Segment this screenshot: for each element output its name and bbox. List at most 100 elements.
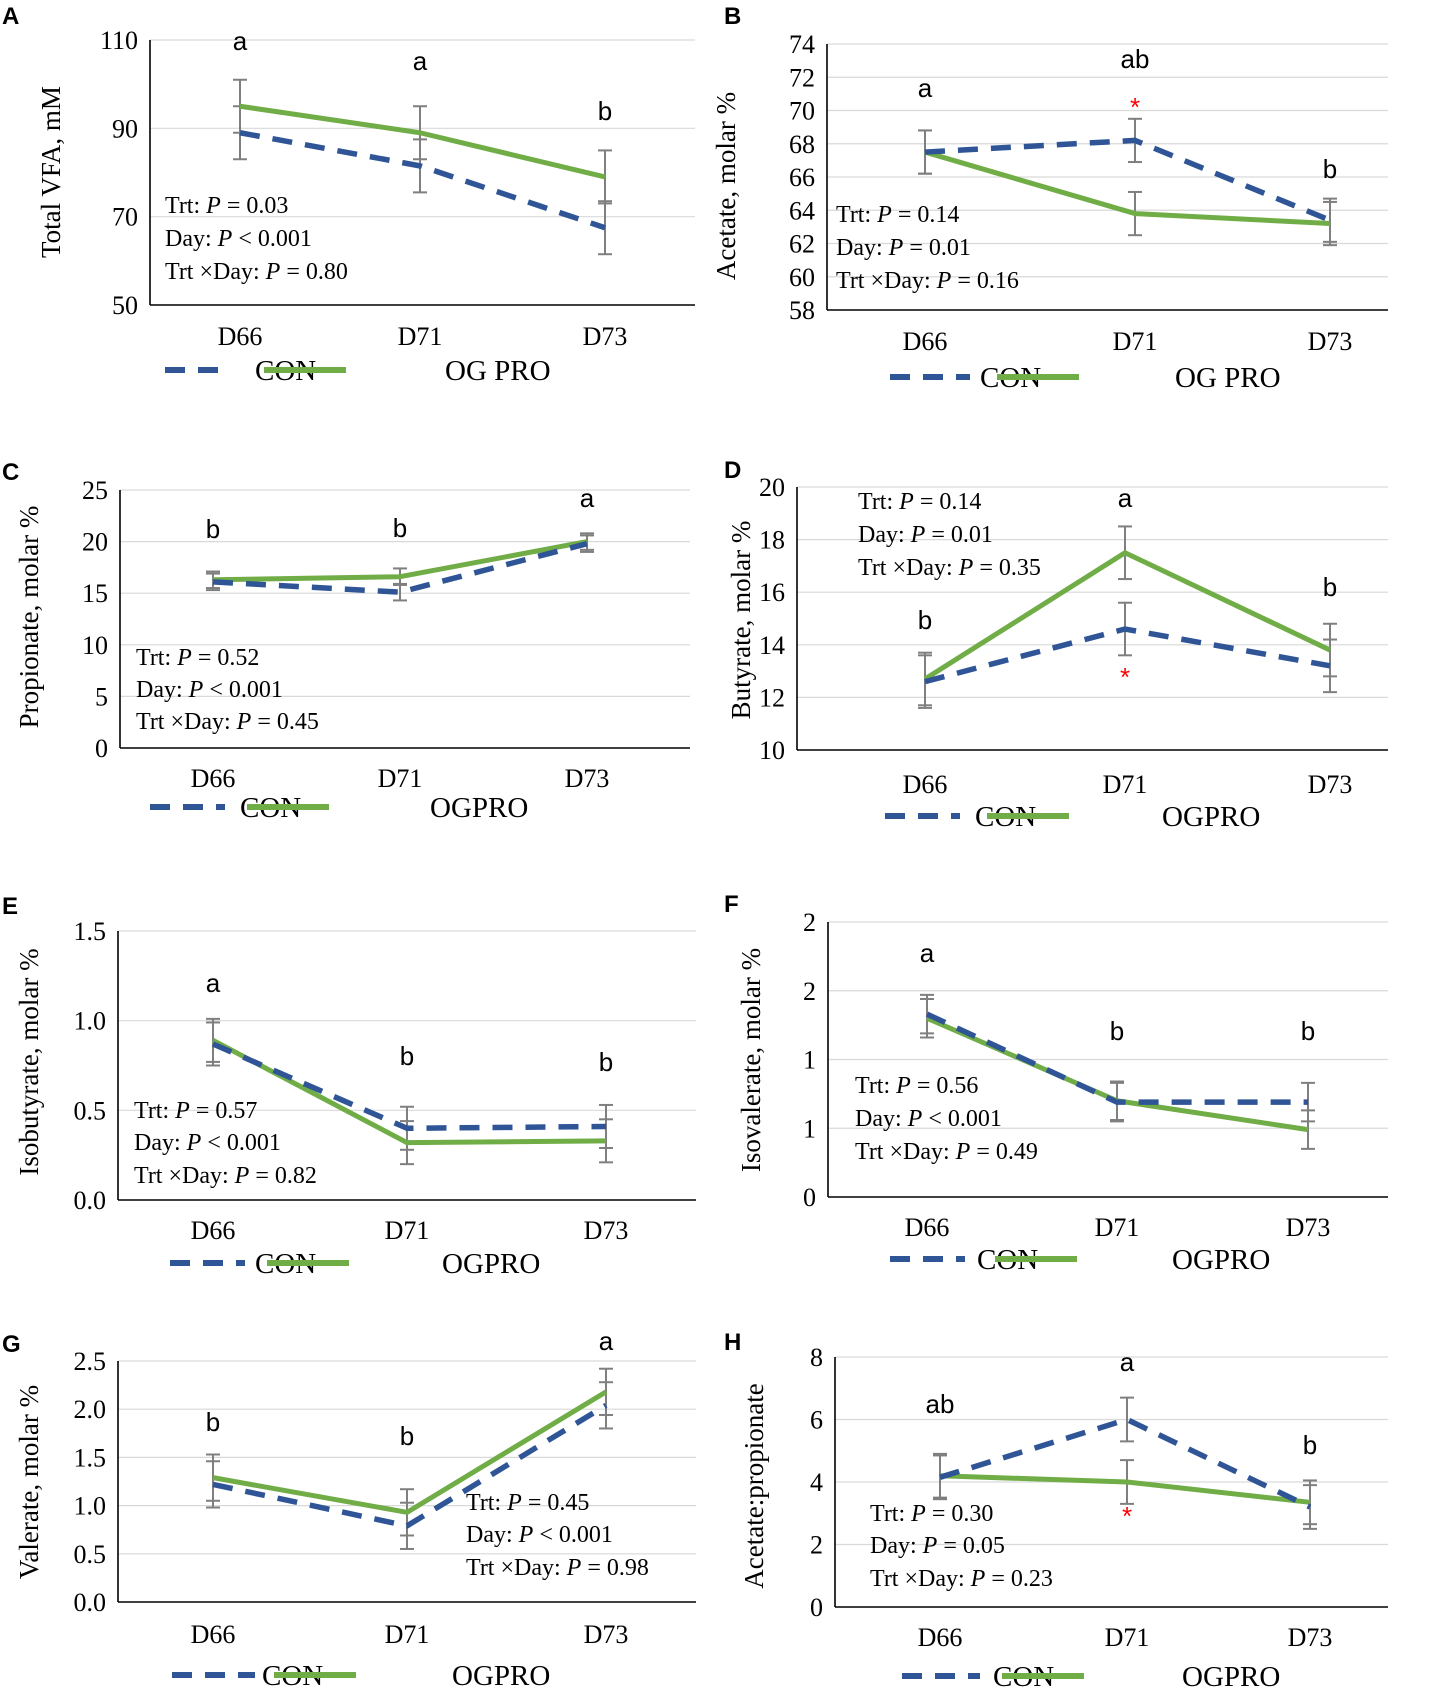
legend-label-ogpro: OG PRO <box>1175 362 1281 394</box>
significance-letter: a <box>413 46 428 76</box>
series-line-con <box>212 541 588 595</box>
stat-line: Trt ×Day: P = 0.23 <box>870 1566 1053 1592</box>
stat-line: Trt: P = 0.14 <box>858 489 981 515</box>
y-tick-label: 14 <box>759 631 785 660</box>
significance-letter: b <box>400 1421 414 1451</box>
stat-value: = 0.56 <box>911 1073 979 1099</box>
x-tick-label: D73 <box>1308 770 1353 799</box>
stat-label: Trt: <box>466 1490 507 1516</box>
significance-letter: a <box>1120 1347 1135 1377</box>
y-axis-label: Isovalerate, molar % <box>736 948 766 1172</box>
stat-p-symbol: P <box>888 235 904 261</box>
stat-label: Trt: <box>165 193 206 219</box>
y-tick-label: 12 <box>759 683 785 712</box>
stat-line: Trt: P = 0.45 <box>466 1490 589 1516</box>
legend-label-ogpro: OGPRO <box>1172 1244 1270 1276</box>
panel-label: E <box>2 893 18 920</box>
y-tick-label: 1.5 <box>74 1443 107 1472</box>
significance-letter: b <box>1110 1016 1124 1046</box>
panel-a: A 50 70 90 110 Total VFA, mM D66 D71 D73 a a b Trt: … <box>2 3 695 387</box>
y-tick-label: 16 <box>759 578 785 607</box>
stat-line: Trt ×Day: P = 0.49 <box>855 1139 1038 1165</box>
stat-label: Trt: <box>870 1501 911 1527</box>
significance-letter: b <box>393 513 407 543</box>
stat-line: Trt ×Day: P = 0.98 <box>466 1555 649 1581</box>
y-tick-label: 0.0 <box>74 1588 107 1617</box>
y-tick-label: 2 <box>803 977 816 1006</box>
series-line-con <box>212 1402 608 1529</box>
stat-value: = 0.57 <box>190 1098 258 1124</box>
y-tick-label: 0 <box>803 1183 816 1212</box>
stat-label: Day: <box>136 677 189 703</box>
x-tick-label: D66 <box>903 327 948 356</box>
significance-letter: b <box>400 1041 414 1071</box>
stat-label: Trt ×Day: <box>136 709 237 735</box>
stat-line: Day: P < 0.001 <box>136 677 283 703</box>
panel-label: H <box>724 1329 741 1356</box>
stat-label: Trt: <box>136 645 177 671</box>
stat-p-symbol: P <box>895 1073 911 1099</box>
y-tick-label: 74 <box>789 30 815 59</box>
stat-value: = 0.82 <box>249 1163 317 1189</box>
panel-b: B 58 60 62 64 66 68 70 72 74 Acetate, molar % D66 D7… <box>711 3 1388 394</box>
stat-label: Day: <box>466 1522 519 1548</box>
y-tick-label: 72 <box>789 63 815 92</box>
series-line-ogpro <box>212 539 588 583</box>
x-tick-label: D71 <box>398 322 443 351</box>
stat-line: Day: P = 0.05 <box>870 1533 1005 1559</box>
stat-p-symbol: P <box>506 1490 522 1516</box>
stat-line: Trt: P = 0.56 <box>855 1073 978 1099</box>
legend-label-ogpro: OGPRO <box>452 1660 550 1692</box>
x-tick-label: D71 <box>385 1620 430 1649</box>
y-axis-label: Acetate, molar % <box>711 92 741 280</box>
stat-line: Trt ×Day: P = 0.16 <box>836 268 1019 294</box>
stat-p-symbol: P <box>518 1522 534 1548</box>
y-tick-label: 70 <box>789 97 815 126</box>
y-tick-label: 20 <box>759 473 785 502</box>
significance-star: * <box>1130 92 1140 122</box>
y-tick-label: 110 <box>100 26 138 55</box>
panel-label: B <box>724 3 741 30</box>
panel-label: F <box>724 891 739 918</box>
stat-line: Trt ×Day: P = 0.45 <box>136 709 319 735</box>
significance-letter: b <box>1301 1016 1315 1046</box>
stat-value: = 0.52 <box>192 645 260 671</box>
legend-label-ogpro: OG PRO <box>445 355 551 387</box>
stat-p-symbol: P <box>910 522 926 548</box>
stat-p-symbol: P <box>958 555 974 581</box>
y-axis-label: Propionate, molar % <box>14 506 44 729</box>
stat-value: < 0.001 <box>922 1106 1002 1132</box>
legend-label-ogpro: OGPRO <box>430 792 528 824</box>
stat-line: Trt ×Day: P = 0.82 <box>134 1163 317 1189</box>
y-tick-label: 60 <box>789 263 815 292</box>
significance-letter: a <box>1118 483 1133 513</box>
stat-label: Trt ×Day: <box>165 259 266 285</box>
significance-letter: b <box>206 514 220 544</box>
y-tick-label: 0.5 <box>74 1540 107 1569</box>
y-tick-label: 1.0 <box>74 1007 107 1036</box>
y-tick-label: 1.0 <box>74 1492 107 1521</box>
stat-p-symbol: P <box>970 1566 986 1592</box>
stat-value: = 0.01 <box>903 235 971 261</box>
x-tick-label: D71 <box>1103 770 1148 799</box>
series-line-ogpro <box>239 103 606 180</box>
x-tick-label: D73 <box>584 1620 629 1649</box>
y-tick-label: 4 <box>810 1468 823 1497</box>
significance-letter: b <box>598 96 612 126</box>
panel-label: A <box>2 3 19 30</box>
significance-letter: b <box>1323 572 1337 602</box>
y-tick-label: 0 <box>810 1593 823 1622</box>
x-tick-label: D66 <box>918 1623 963 1652</box>
stat-line: Trt ×Day: P = 0.35 <box>858 555 1041 581</box>
stat-label: Trt ×Day: <box>858 555 959 581</box>
significance-letter: b <box>599 1047 613 1077</box>
stat-p-symbol: P <box>898 489 914 515</box>
y-tick-label: 8 <box>810 1343 823 1372</box>
y-tick-label: 66 <box>789 163 815 192</box>
y-tick-label: 1.5 <box>74 917 107 946</box>
y-tick-label: 50 <box>112 291 138 320</box>
significance-letter: b <box>1303 1430 1317 1460</box>
y-tick-label: 6 <box>810 1406 823 1435</box>
stat-label: Trt: <box>855 1073 896 1099</box>
stat-value: < 0.001 <box>232 226 312 252</box>
